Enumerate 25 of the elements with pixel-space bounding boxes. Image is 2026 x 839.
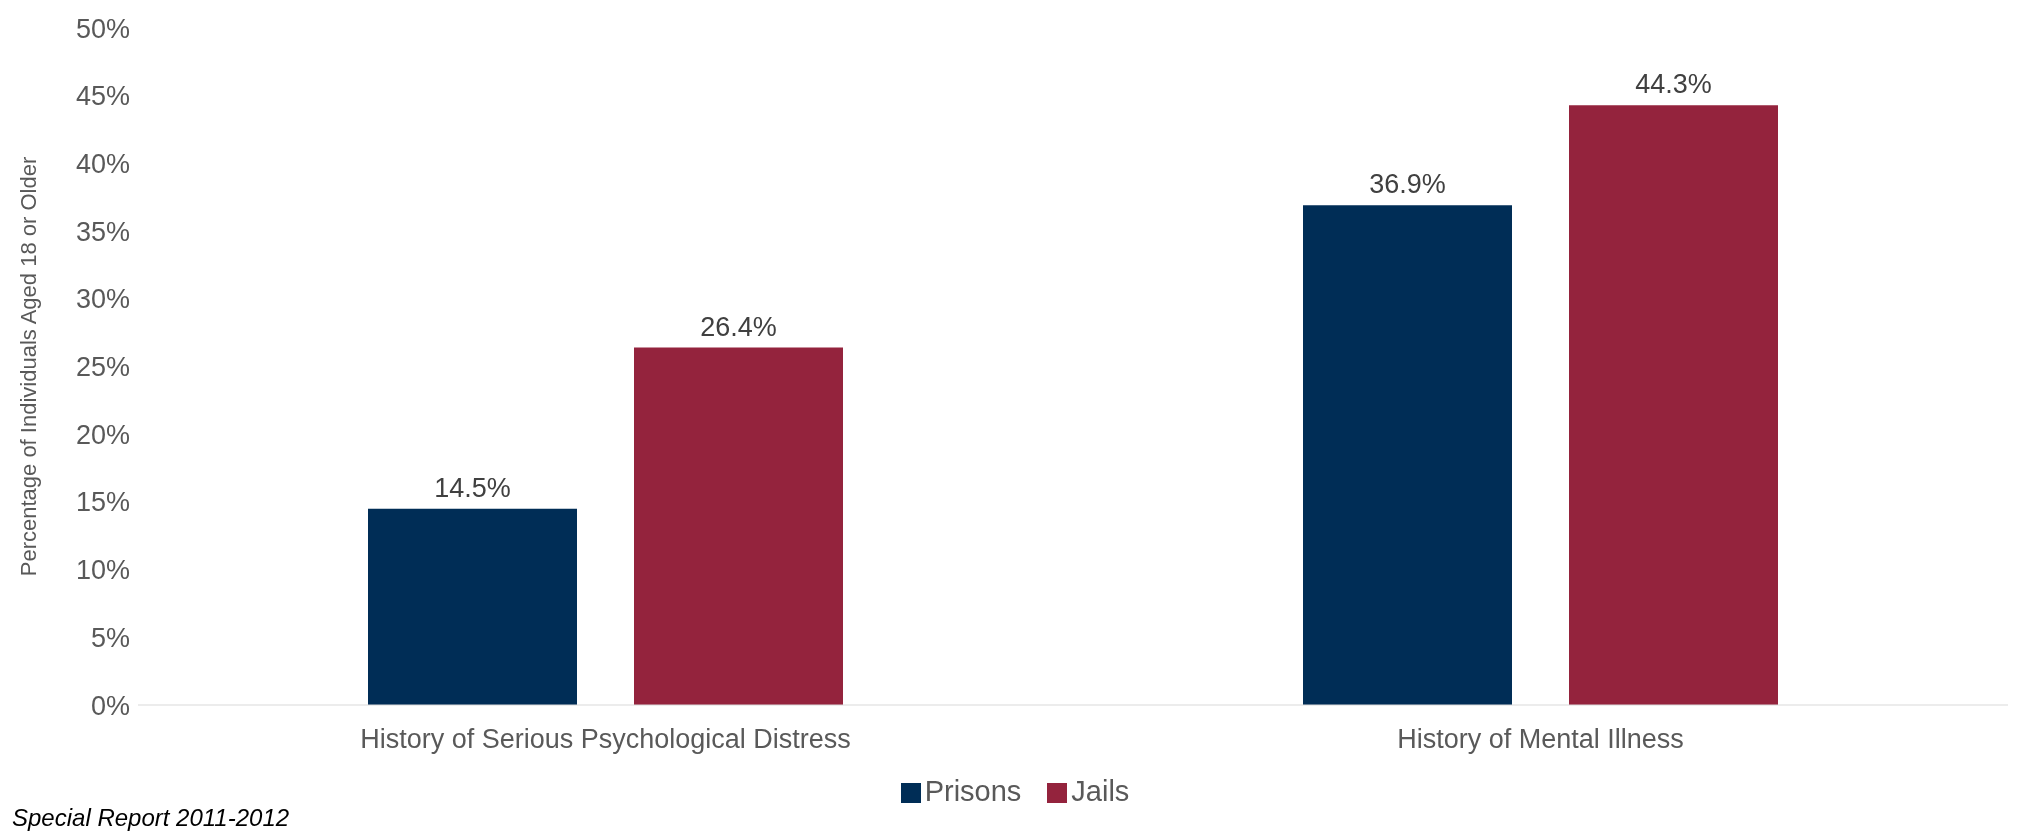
- data-label: 14.5%: [434, 472, 511, 503]
- y-axis-title: Percentage of Individuals Aged 18 or Older: [15, 156, 41, 577]
- y-tick-label: 20%: [75, 419, 130, 450]
- bar: [1569, 105, 1778, 705]
- legend-label: Prisons: [924, 775, 1022, 807]
- y-tick-label: 50%: [75, 13, 130, 44]
- y-tick-label: 10%: [75, 555, 130, 586]
- y-tick-label: 30%: [75, 284, 130, 315]
- data-label: 36.9%: [1369, 169, 1446, 200]
- bar: [1303, 205, 1512, 705]
- y-tick-label: 45%: [75, 81, 130, 112]
- bar: [634, 347, 843, 705]
- y-tick-label: 0%: [90, 690, 130, 721]
- x-tick-label: History of Mental Illness: [1397, 724, 1684, 755]
- bar: [368, 508, 577, 705]
- y-tick-label: 25%: [75, 352, 130, 383]
- y-tick-label: 15%: [75, 487, 130, 518]
- x-tick-label: History of Serious Psychological Distress: [360, 724, 851, 755]
- text: Special Report 2011-2012: [12, 804, 290, 832]
- y-tick-label: 35%: [75, 216, 130, 247]
- legend-label: Jails: [1071, 775, 1130, 807]
- y-tick-label: 5%: [90, 622, 130, 653]
- y-tick-label: 40%: [75, 148, 130, 179]
- data-label: 44.3%: [1635, 69, 1712, 100]
- data-label: 26.4%: [700, 311, 777, 342]
